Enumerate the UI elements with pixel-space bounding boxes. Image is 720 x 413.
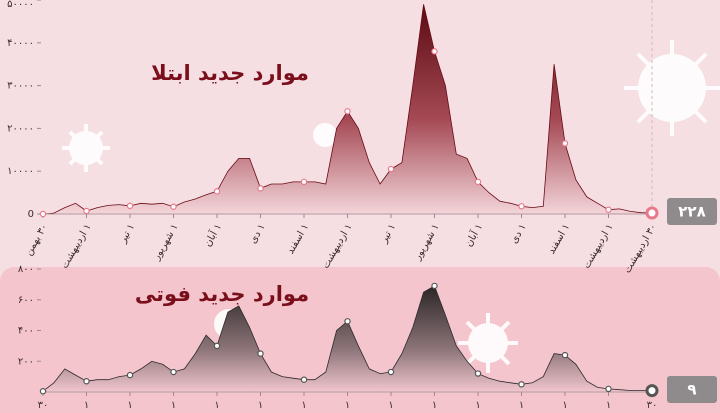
value-label: ۹ <box>687 381 696 399</box>
chart-title: موارد جدید فوتی <box>135 282 309 306</box>
y-tick-label: ۵۰۰۰۰ <box>7 0 34 10</box>
data-point <box>213 188 221 195</box>
data-point <box>300 178 308 186</box>
x-tick-label: ۱ <box>171 400 176 411</box>
x-tick-label: ۱ <box>345 400 350 411</box>
data-point <box>645 206 659 220</box>
data-point <box>213 342 221 350</box>
y-tick-label: ۳۰۰۰۰ <box>7 81 34 92</box>
data-point <box>474 178 482 186</box>
x-tick-label: ۱ <box>84 400 89 411</box>
y-tick-label: ۶۰۰ <box>18 295 34 306</box>
x-tick-label: ۱ <box>562 400 567 411</box>
y-tick-label: ۱۰۰۰۰ <box>7 166 34 177</box>
x-tick-label: ۳۰ <box>647 400 658 411</box>
area <box>42 4 653 215</box>
data-point <box>257 185 264 192</box>
chart-title: موارد جدید ابتلا <box>151 61 309 85</box>
data-point <box>344 318 351 325</box>
data-point <box>561 351 569 359</box>
x-tick-label: ۱ <box>606 400 611 411</box>
y-tick-label: ۴۰۰ <box>18 326 34 337</box>
data-point <box>387 368 395 376</box>
data-point <box>605 385 612 393</box>
data-point <box>605 206 612 213</box>
data-point <box>170 203 177 210</box>
value-box <box>667 376 717 403</box>
data-point <box>344 108 351 115</box>
y-tick-label: 0 <box>28 209 34 220</box>
data-point <box>518 203 525 210</box>
data-point <box>170 368 177 376</box>
data-point <box>126 371 134 379</box>
data-point <box>39 388 47 395</box>
data-point <box>300 376 308 383</box>
x-tick-label: ۱ <box>301 400 306 411</box>
data-point <box>83 378 90 385</box>
data-point <box>645 384 659 398</box>
value-label: ۲۲۸ <box>678 203 705 221</box>
y-tick-label: ۲۰۰۰۰ <box>7 123 34 134</box>
x-tick-label: ۱ <box>258 400 263 411</box>
data-point <box>126 202 134 210</box>
value-box <box>667 198 717 225</box>
data-point <box>431 48 438 55</box>
data-point <box>431 282 438 290</box>
x-tick-label: ۱ <box>127 400 132 411</box>
data-point <box>387 165 395 173</box>
x-tick-label: ۱ <box>214 400 219 411</box>
y-tick-label: ۴۰۰۰۰ <box>7 38 34 49</box>
y-tick-label: ۸۰۰ <box>18 264 34 275</box>
data-point <box>561 140 569 147</box>
x-tick-label: ۱ <box>475 400 480 411</box>
data-point <box>257 350 264 357</box>
data-point <box>83 207 90 215</box>
data-point <box>518 381 525 388</box>
x-tick-label: ۱ <box>432 400 437 411</box>
y-tick-label: ۲۰۰ <box>18 356 34 367</box>
data-point <box>39 210 47 218</box>
x-tick-label: ۳۰ <box>38 400 49 411</box>
x-tick-label: ۱ <box>519 400 524 411</box>
x-tick-label: ۱ <box>388 400 393 411</box>
data-point <box>474 370 482 377</box>
